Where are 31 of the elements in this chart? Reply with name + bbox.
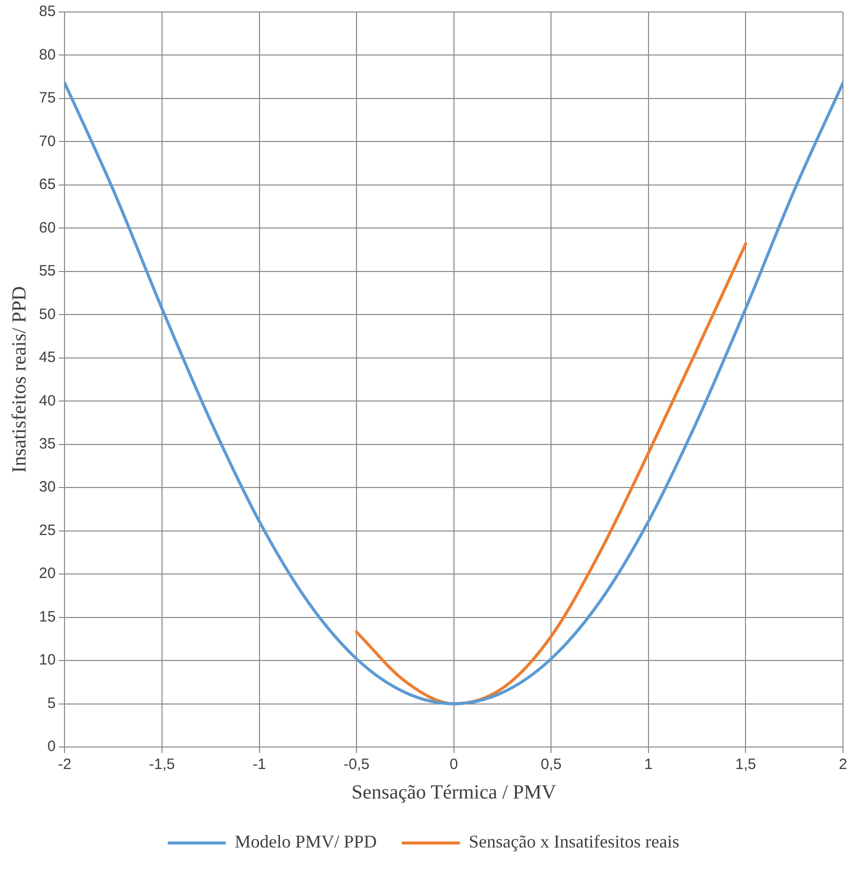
y-tick-label: 60 xyxy=(38,219,56,236)
y-tick-label: 65 xyxy=(38,176,56,194)
y-tick-label: 30 xyxy=(38,478,56,496)
x-tick-label: -2 xyxy=(58,756,72,774)
y-tick-label: 15 xyxy=(38,608,56,626)
y-tick-label: 75 xyxy=(38,90,56,107)
x-tick-label: 0,5 xyxy=(540,756,562,774)
y-tick-label: 10 xyxy=(38,652,56,669)
y-tick-label: 35 xyxy=(38,435,56,452)
y-axis-title: Insatisfeitos reais/ PPD xyxy=(8,286,30,473)
legend-label: Sensação x Insatifesitos reais xyxy=(468,832,680,852)
y-tick-label: 20 xyxy=(38,565,56,582)
x-tick-label: -1 xyxy=(252,756,266,774)
y-tick-label: 85 xyxy=(38,3,56,20)
y-tick-label: 5 xyxy=(47,694,56,712)
x-axis-title: Sensação Térmica / PMV xyxy=(352,781,557,804)
y-tick-label: 45 xyxy=(38,349,56,366)
x-tick-label: 1,5 xyxy=(735,756,756,774)
x-tick-label: 0 xyxy=(450,756,458,774)
legend-label: Modelo PMV/ PPD xyxy=(234,832,377,852)
x-tick-label: 2 xyxy=(838,756,848,774)
y-tick-label: 40 xyxy=(38,392,56,410)
y-tick-label: 0 xyxy=(47,738,56,756)
y-tick-label: 50 xyxy=(38,306,56,323)
x-tick-label: 1 xyxy=(644,756,653,774)
y-tick-label: 55 xyxy=(38,262,56,280)
y-tick-label: 70 xyxy=(38,132,56,150)
y-tick-label: 25 xyxy=(38,522,56,539)
x-tick-label: -1,5 xyxy=(149,756,175,774)
x-tick-label: -0,5 xyxy=(344,756,370,774)
y-tick-label: 80 xyxy=(38,46,56,64)
